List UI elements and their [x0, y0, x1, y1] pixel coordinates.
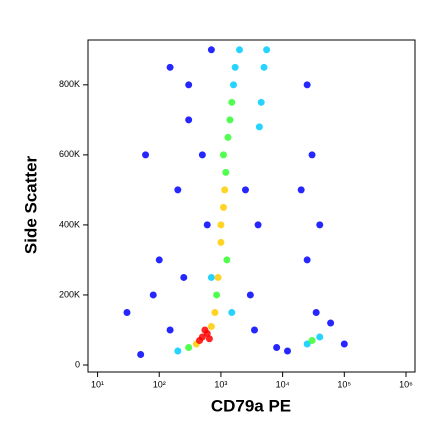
point: [230, 81, 238, 89]
x-axis-title: CD79a PE: [211, 396, 291, 415]
point: [303, 256, 311, 264]
point: [297, 186, 305, 194]
y-tick-label: 600K: [59, 149, 80, 159]
point: [231, 63, 239, 71]
point: [217, 238, 225, 246]
point: [196, 336, 204, 344]
point: [207, 322, 215, 330]
point: [219, 151, 227, 159]
point: [174, 347, 182, 355]
point: [283, 347, 291, 355]
point: [254, 221, 262, 229]
point: [257, 98, 265, 106]
point: [155, 256, 163, 264]
point: [211, 308, 219, 316]
x-tick-label: 10⁶: [399, 379, 413, 389]
point: [142, 151, 150, 159]
point: [228, 98, 236, 106]
point: [185, 343, 193, 351]
point: [224, 133, 232, 141]
point: [303, 81, 311, 89]
point: [185, 81, 193, 89]
point: [316, 333, 324, 341]
point: [185, 116, 193, 124]
point: [246, 291, 254, 299]
point: [207, 273, 215, 281]
point: [149, 291, 157, 299]
point: [327, 319, 335, 327]
y-axis-title: Side Scatter: [21, 155, 40, 254]
point: [174, 186, 182, 194]
point: [241, 186, 249, 194]
point: [226, 116, 234, 124]
point: [137, 350, 145, 358]
point: [214, 273, 222, 281]
point: [217, 221, 225, 229]
y-tick-label: 200K: [59, 289, 80, 299]
x-tick-label: 10²: [153, 379, 166, 389]
point: [235, 46, 243, 54]
point: [263, 46, 271, 54]
point: [221, 186, 229, 194]
point: [219, 203, 227, 211]
y-tick-label: 800K: [59, 79, 80, 89]
point: [303, 340, 311, 348]
point: [123, 308, 131, 316]
plot-frame: [87, 39, 416, 373]
point: [166, 326, 174, 334]
point: [255, 123, 263, 131]
point: [250, 326, 258, 334]
y-tick-label: 400K: [59, 219, 80, 229]
point: [201, 326, 209, 334]
point: [198, 151, 206, 159]
x-tick-label: 10³: [214, 379, 227, 389]
x-tick-label: 10⁵: [337, 379, 351, 389]
point: [180, 273, 188, 281]
point: [308, 151, 316, 159]
point: [213, 291, 221, 299]
y-tick-label: 0: [75, 359, 80, 369]
point: [308, 336, 316, 344]
point: [205, 335, 213, 343]
point: [223, 256, 231, 264]
x-tick-label: 10⁴: [276, 379, 290, 389]
point: [273, 343, 281, 351]
point: [312, 308, 320, 316]
point: [203, 221, 211, 229]
point: [260, 63, 268, 71]
point: [316, 221, 324, 229]
point: [166, 63, 174, 71]
point: [340, 340, 348, 348]
x-tick-label: 10¹: [91, 379, 104, 389]
point: [222, 168, 230, 176]
point: [228, 308, 236, 316]
point: [207, 46, 215, 54]
